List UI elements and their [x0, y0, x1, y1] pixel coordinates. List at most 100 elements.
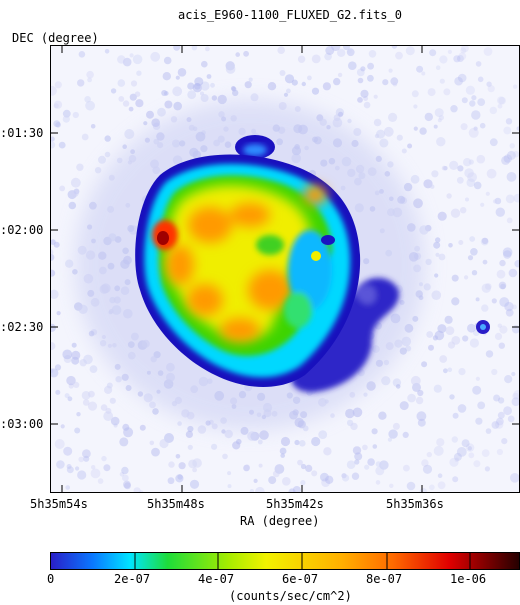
noise-speckle: [63, 446, 73, 456]
noise-speckle: [115, 376, 122, 383]
noise-speckle: [428, 344, 434, 351]
noise-speckle: [185, 430, 193, 438]
bright-spot: [152, 220, 178, 250]
noise-speckle: [465, 443, 475, 452]
noise-speckle: [82, 449, 91, 459]
noise-speckle: [352, 446, 362, 455]
noise-speckle: [443, 368, 448, 374]
noise-speckle: [424, 112, 433, 122]
noise-speckle: [425, 258, 432, 266]
noise-speckle: [463, 158, 472, 167]
noise-speckle: [301, 81, 306, 87]
noise-speckle: [485, 191, 490, 196]
noise-speckle: [466, 178, 476, 187]
noise-speckle: [392, 422, 400, 430]
noise-speckle: [66, 464, 72, 469]
noise-speckle: [498, 342, 505, 349]
noise-speckle: [374, 133, 380, 139]
noise-speckle: [56, 460, 65, 469]
noise-speckle: [175, 75, 180, 80]
noise-speckle: [302, 425, 309, 432]
noise-speckle: [437, 481, 446, 490]
noise-speckle: [469, 100, 476, 107]
noise-speckle: [443, 88, 451, 96]
noise-speckle: [378, 411, 387, 420]
noise-speckle: [421, 459, 429, 467]
noise-speckle: [473, 460, 481, 468]
noise-speckle: [128, 106, 134, 112]
noise-speckle: [429, 484, 435, 491]
noise-speckle: [187, 425, 194, 433]
noise-speckle: [452, 476, 459, 483]
noise-speckle: [464, 275, 469, 280]
noise-speckle: [62, 109, 71, 118]
noise-speckle: [496, 448, 503, 456]
noise-speckle: [454, 457, 459, 462]
noise-speckle: [413, 198, 423, 209]
noise-speckle: [473, 181, 482, 190]
noise-speckle: [175, 474, 184, 483]
noise-speckle: [449, 457, 459, 467]
noise-speckle: [78, 51, 86, 58]
noise-speckle: [231, 86, 237, 92]
noise-speckle: [206, 74, 212, 79]
noise-speckle: [465, 197, 469, 202]
noise-speckle: [351, 472, 360, 480]
noise-speckle: [444, 315, 453, 324]
noise-speckle: [352, 407, 363, 418]
noise-speckle: [471, 95, 477, 101]
sky-image: [50, 45, 520, 493]
noise-speckle: [123, 427, 134, 438]
noise-speckle: [496, 417, 504, 426]
noise-speckle: [50, 253, 55, 261]
noise-speckle: [55, 122, 61, 128]
noise-speckle: [221, 429, 226, 434]
colorbar-tick-label: 8e-07: [366, 572, 403, 586]
x-tick-label: 5h35m54s: [30, 497, 88, 511]
noise-speckle: [456, 447, 467, 457]
noise-speckle: [458, 52, 467, 61]
noise-speckle: [333, 77, 341, 86]
noise-speckle: [151, 447, 160, 457]
noise-speckle: [477, 401, 486, 410]
noise-speckle: [167, 477, 175, 485]
noise-speckle: [510, 473, 520, 483]
noise-speckle: [345, 408, 355, 419]
noise-speckle: [399, 347, 407, 355]
noise-speckle: [311, 470, 318, 477]
noise-speckle: [415, 396, 424, 405]
noise-speckle: [427, 88, 436, 97]
noise-speckle: [433, 445, 444, 456]
northern-knot: [235, 135, 275, 159]
noise-speckle: [464, 168, 474, 178]
noise-speckle: [300, 480, 306, 486]
x-tick-label: 5h35m48s: [147, 497, 205, 511]
noise-speckle: [280, 436, 291, 447]
noise-speckle: [272, 470, 280, 478]
noise-speckle: [476, 154, 486, 164]
noise-speckle: [419, 225, 429, 235]
noise-speckle: [130, 80, 138, 87]
noise-speckle: [497, 397, 505, 404]
noise-speckle: [74, 427, 81, 434]
noise-speckle: [109, 397, 116, 404]
noise-speckle: [62, 115, 70, 123]
noise-speckle: [422, 464, 433, 474]
noise-speckle: [117, 79, 126, 87]
noise-speckle: [162, 72, 171, 81]
noise-speckle: [497, 96, 505, 105]
noise-speckle: [453, 55, 461, 63]
noise-speckle: [54, 364, 62, 371]
noise-speckle: [300, 463, 307, 470]
noise-speckle: [441, 165, 447, 171]
noise-speckle: [189, 479, 200, 489]
noise-speckle: [392, 81, 398, 87]
noise-speckle: [268, 476, 277, 485]
noise-speckle: [342, 474, 350, 482]
noise-speckle: [451, 297, 460, 306]
noise-speckle: [67, 396, 73, 402]
y-tick-label: :01:30: [0, 126, 44, 140]
noise-speckle: [456, 176, 464, 184]
noise-speckle: [87, 401, 98, 411]
noise-speckle: [439, 78, 445, 84]
